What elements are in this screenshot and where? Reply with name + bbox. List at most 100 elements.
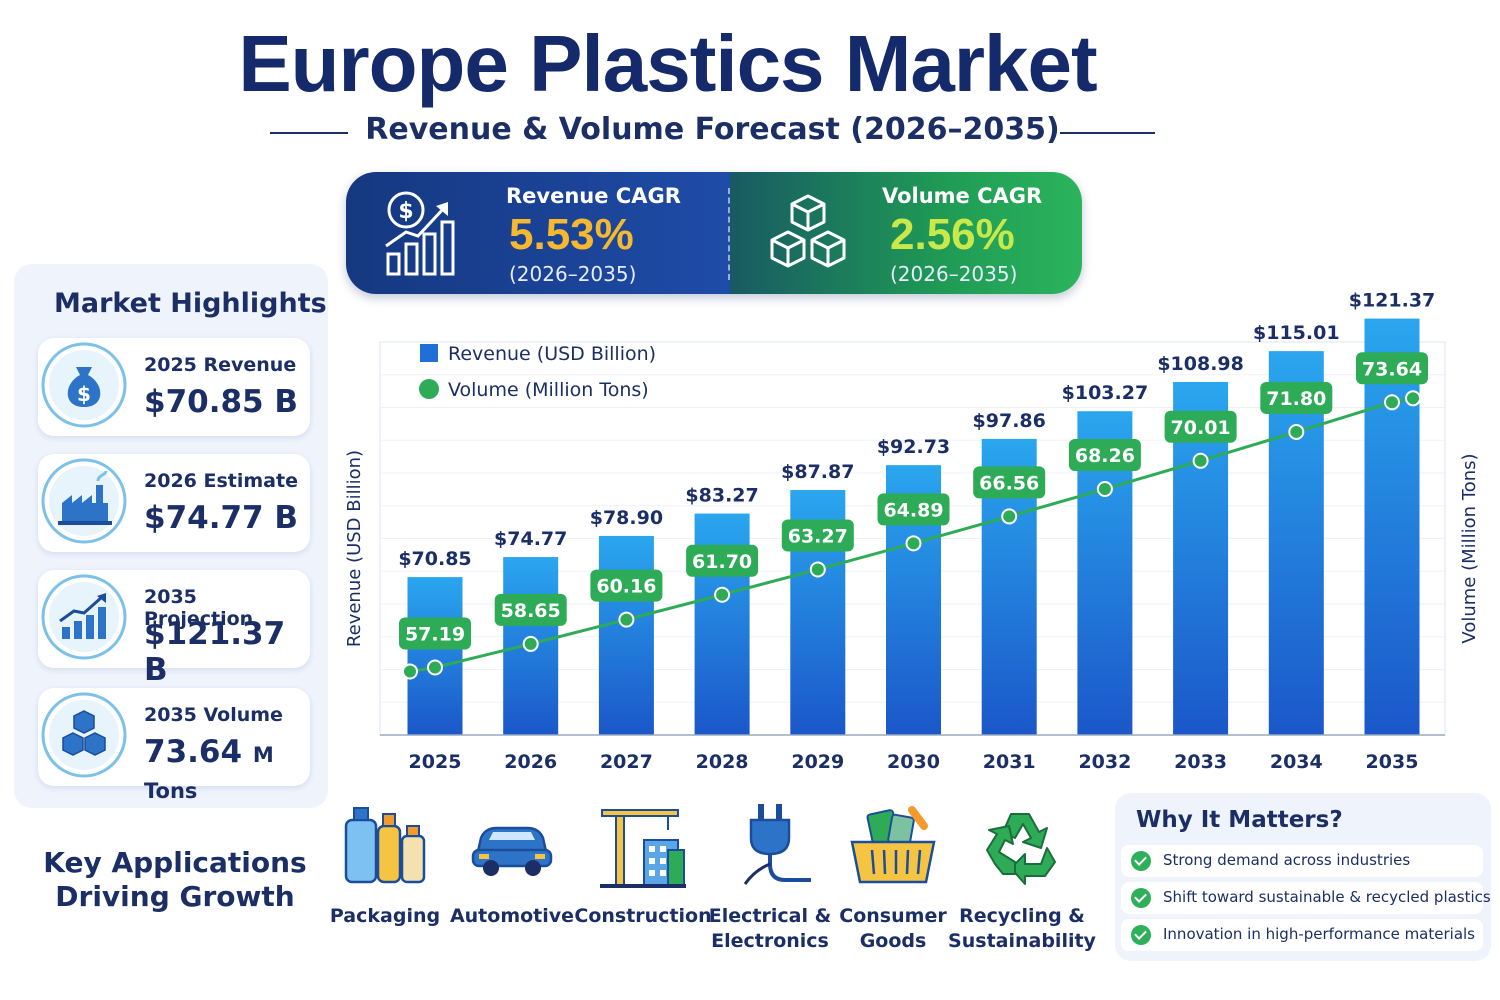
volume-data-label: 57.19	[405, 623, 465, 645]
highlight-value-number: $121.37 B	[144, 616, 286, 688]
x-tick-label: 2025	[409, 751, 462, 773]
volume-point	[1384, 394, 1400, 411]
revenue-bar	[598, 535, 654, 735]
volume-data-label: 60.16	[596, 576, 656, 598]
volume-cagr-panel: Volume CAGR 2.56% (2026–2035)	[730, 172, 1082, 294]
volume-label-box	[1164, 410, 1237, 443]
why-item: Innovation in high-performance materials	[1121, 919, 1483, 951]
cubes-icon	[770, 194, 846, 268]
revenue-data-label: $83.27	[685, 485, 758, 507]
dollar-growth-icon: $	[385, 191, 455, 276]
volume-cagr-period: (2026–2035)	[890, 262, 1018, 286]
revenue-cagr-panel: $ Revenue CAGR 5.53% (2026–2035)	[346, 172, 730, 294]
highlight-label: 2035 Volume	[144, 704, 283, 726]
revenue-data-label: $97.86	[973, 410, 1046, 432]
application-label-line1: Packaging	[329, 905, 441, 927]
revenue-data-label: $115.01	[1253, 322, 1340, 344]
application-label: Electrical & Electronics	[695, 904, 845, 954]
why-item-text: Strong demand across industries	[1163, 851, 1411, 869]
market-highlights-panel: Market Highlights $ 2025 Revenue $70.85 …	[14, 264, 328, 808]
application-automotive: Automotive	[447, 800, 577, 960]
volume-label-box	[1356, 352, 1428, 385]
svg-text:$: $	[77, 382, 91, 406]
crane-icon	[600, 809, 686, 888]
application-label-line2: Goods	[859, 930, 927, 952]
volume-data-label: 73.64	[1362, 358, 1422, 380]
cagr-banner: $ Revenue CAGR 5.53% (2026–2035) Volume …	[346, 172, 1082, 294]
chart-svg: $70.85 $74.77 $78.90 $83.27 $87.87 $92.73 $97.…	[344, 290, 1480, 773]
revenue-data-label: $108.98	[1157, 353, 1244, 375]
volume-data-label: 64.89	[883, 499, 943, 521]
legend-label-volume: Volume (Million Tons)	[448, 379, 649, 401]
volume-data-label: 66.56	[979, 472, 1039, 494]
volume-label-box	[686, 544, 759, 577]
highlight-value-number: $74.77 B	[144, 500, 299, 536]
volume-point	[618, 611, 635, 628]
volume-label-box	[494, 593, 567, 626]
application-label: Packaging	[310, 904, 460, 929]
revenue-bar	[1364, 318, 1420, 735]
revenue-data-label: $87.87	[781, 461, 854, 483]
volume-data-label: 61.70	[692, 551, 752, 573]
cubes-icon	[41, 692, 127, 778]
volume-point	[1001, 508, 1018, 525]
svg-text:$: $	[398, 199, 413, 224]
revenue-data-label: $92.73	[877, 436, 950, 458]
volume-data-label: 58.65	[501, 600, 561, 622]
car-icon	[471, 826, 553, 876]
application-packaging: Packaging	[320, 800, 450, 960]
application-construction: Construction	[574, 800, 712, 960]
applications-title-line2: Driving Growth	[55, 880, 295, 913]
x-tick-label: 2030	[887, 751, 940, 773]
volume-label-box	[1068, 439, 1141, 472]
application-label-line1: Consumer	[839, 905, 947, 927]
x-tick-label: 2032	[1078, 751, 1131, 773]
application-recycling-sustainability: Recycling & Sustainability	[948, 800, 1096, 960]
legend-swatch-volume	[419, 379, 439, 399]
volume-data-label: 71.80	[1266, 388, 1326, 410]
applications-title-line1: Key Applications	[43, 846, 307, 879]
page-title: Europe Plastics Market	[238, 19, 1097, 108]
revenue-data-label: $78.90	[590, 507, 663, 529]
volume-point	[1192, 452, 1209, 469]
why-item: Strong demand across industries	[1121, 845, 1483, 877]
application-label: Construction	[568, 904, 718, 929]
application-label-line1: Automotive	[449, 905, 575, 927]
subtitle-row: Revenue & Volume Forecast (2026–2035)	[270, 112, 1155, 152]
x-tick-label: 2031	[983, 751, 1036, 773]
highlight-card-2035-volume: 2035 Volume 73.64 M Tons	[38, 688, 310, 803]
highlight-card-2025-revenue: $ 2025 Revenue $70.85 B	[38, 338, 310, 436]
volume-point-end	[1405, 390, 1421, 407]
why-item: Shift toward sustainable & recycled plas…	[1121, 882, 1491, 914]
application-consumer-goods: Consumer Goods	[828, 800, 958, 960]
volume-point	[1096, 481, 1113, 498]
factory-icon	[41, 458, 127, 544]
volume-label-box	[1260, 381, 1333, 414]
application-label-line2: Sustainability	[948, 930, 1096, 952]
subtitle-rule-left	[270, 132, 348, 134]
x-tick-label: 2035	[1366, 751, 1419, 773]
why-title: Why It Matters?	[1136, 807, 1343, 833]
y-axis-left-title: Revenue (USD Billion)	[344, 450, 365, 647]
highlight-value-unit: M Tons	[144, 743, 274, 803]
why-item-text: Shift toward sustainable & recycled plas…	[1163, 888, 1491, 906]
revenue-cagr-label: Revenue CAGR	[506, 184, 681, 208]
application-electrical-electronics: Electrical & Electronics	[705, 800, 835, 960]
volume-data-label: 68.26	[1075, 445, 1135, 467]
why-it-matters-panel: Why It Matters? Strong demand across ind…	[1115, 793, 1491, 961]
volume-point	[1288, 423, 1305, 440]
volume-label-box	[590, 569, 663, 602]
highlights-title: Market Highlights	[54, 288, 327, 319]
revenue-data-label: $74.77	[494, 528, 567, 550]
x-tick-label: 2028	[696, 751, 749, 773]
application-label: Recycling & Sustainability	[947, 904, 1097, 954]
check-icon	[1131, 888, 1151, 908]
check-icon	[1131, 851, 1151, 871]
x-tick-label: 2027	[600, 751, 653, 773]
revenue-data-label: $70.85	[398, 548, 471, 570]
recycle-icon	[986, 813, 1056, 885]
highlight-value-number: 73.64	[144, 734, 243, 770]
volume-label-box	[973, 466, 1046, 499]
bottles-icon	[344, 807, 426, 884]
revenue-data-label: $103.27	[1062, 382, 1149, 404]
